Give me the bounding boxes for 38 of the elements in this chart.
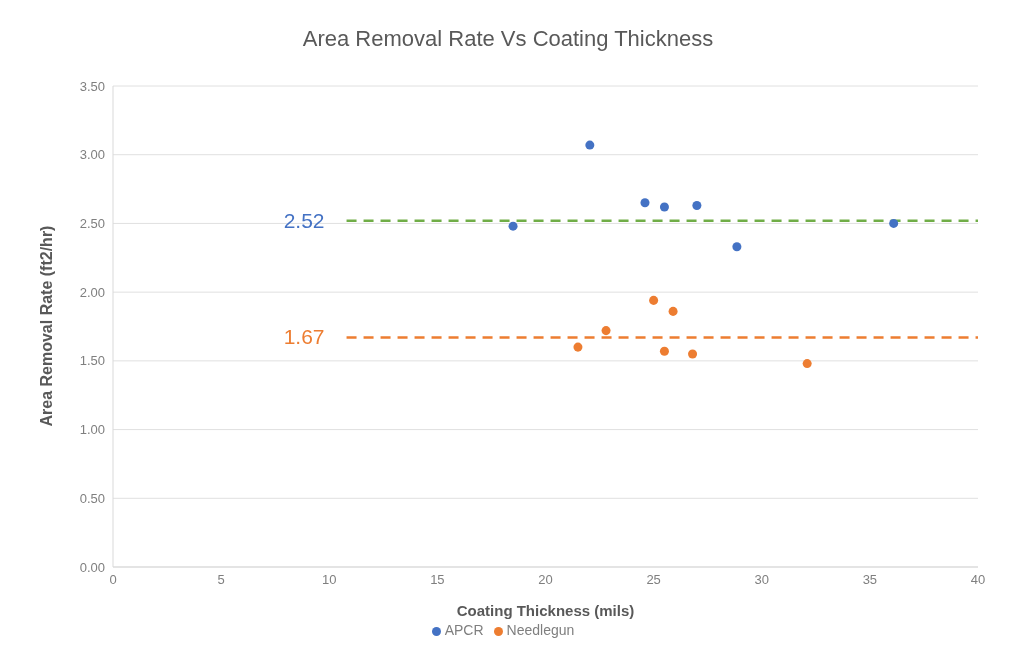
point	[640, 198, 650, 208]
point	[601, 326, 611, 336]
point	[668, 306, 678, 316]
y-tick-label: 2.50	[79, 216, 105, 232]
y-tick-label: 1.50	[79, 353, 105, 369]
point	[732, 242, 742, 252]
point	[585, 140, 595, 150]
y-tick-label: 3.00	[79, 147, 105, 163]
x-tick-label: 35	[862, 572, 878, 588]
x-tick-label: 0	[109, 572, 117, 588]
x-tick-label: 40	[970, 572, 986, 588]
y-tick-label: 0.00	[79, 559, 105, 575]
ref-line-label: 2.52	[283, 208, 325, 232]
y-tick-label: 0.50	[79, 490, 105, 506]
point	[659, 346, 669, 356]
x-tick-label: 25	[646, 572, 661, 588]
ref-line-label: 1.67	[283, 325, 325, 349]
x-tick-label: 5	[217, 572, 225, 588]
point	[573, 342, 583, 352]
x-tick-label: 20	[538, 572, 553, 588]
chart-title: Area Removal Rate Vs Coating Thickness	[301, 25, 715, 53]
point	[649, 295, 659, 305]
point	[688, 349, 698, 359]
point	[802, 359, 812, 369]
legend-label: APCR	[444, 622, 484, 638]
x-tick-label: 10	[322, 572, 337, 588]
y-tick-label: 3.50	[79, 78, 105, 94]
point	[508, 221, 518, 231]
y-tick-label: 1.00	[79, 422, 105, 438]
legend-label: Needlegun	[506, 622, 575, 638]
x-tick-label: 15	[430, 572, 445, 588]
y-tick-label: 2.00	[79, 284, 105, 300]
y-axis-title: Area Removal Rate (ft2/hr)	[37, 225, 55, 427]
point	[659, 202, 669, 212]
x-axis-title: Coating Thickness (mils)	[456, 602, 635, 619]
point	[889, 218, 899, 228]
point	[692, 201, 702, 211]
x-tick-label: 30	[754, 572, 769, 588]
